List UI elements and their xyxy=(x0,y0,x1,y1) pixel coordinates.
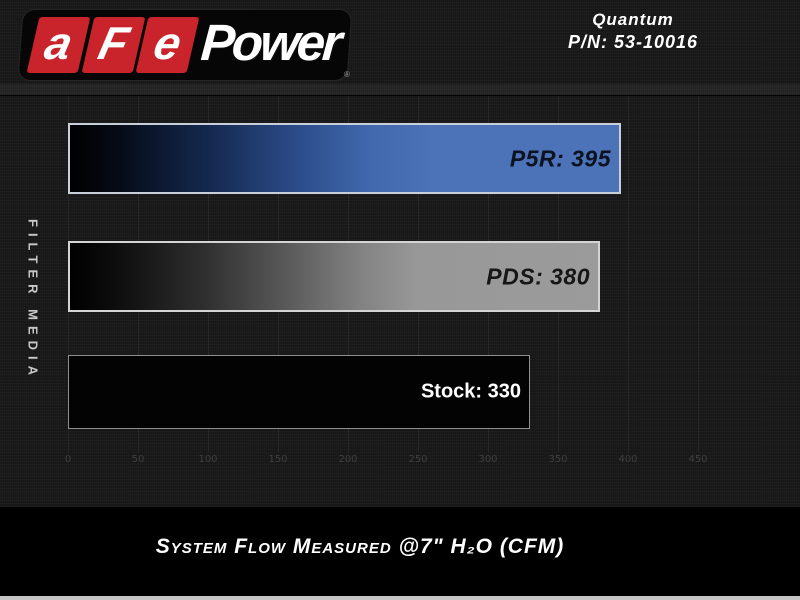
x-tick-label: 300 xyxy=(478,454,498,465)
bar-p5r: P5R: 395 xyxy=(68,123,621,194)
y-axis-label: FILTER MEDIA xyxy=(25,218,41,382)
x-tick-label: 350 xyxy=(548,454,568,465)
gridline xyxy=(698,96,699,452)
x-tick-label: 150 xyxy=(268,454,288,465)
x-tick-label: 450 xyxy=(688,454,708,465)
bar-label-pds: PDS: 380 xyxy=(486,263,590,289)
product-info: Quantum P/N: 53-10016 xyxy=(533,10,733,53)
bar-label-p5r: P5R: 395 xyxy=(509,145,611,171)
logo-tile-e: e xyxy=(135,17,200,73)
x-tick-label: 250 xyxy=(408,454,428,465)
x-tick-label: 100 xyxy=(198,454,218,465)
product-part-number: P/N: 53-10016 xyxy=(567,32,699,52)
registered-trademark-icon: ® xyxy=(344,70,350,79)
gridline xyxy=(628,96,629,452)
bottom-edge-strip xyxy=(0,596,800,600)
product-name: Quantum xyxy=(592,10,674,29)
logo-letter-a: a xyxy=(40,17,78,69)
footer-band: System Flow Measured @7" H₂O (CFM) xyxy=(0,507,800,596)
x-tick-label: 400 xyxy=(618,454,638,465)
chart-caption: System Flow Measured @7" H₂O (CFM) xyxy=(155,535,565,558)
afe-power-logo: a F e Power xyxy=(17,9,353,81)
header-divider xyxy=(0,84,800,96)
bar-label-stock: Stock: 330 xyxy=(420,380,521,403)
x-axis-ticks: 0 50 100 150 200 250 300 350 400 450 xyxy=(0,454,800,468)
logo-letter-e: e xyxy=(149,17,187,69)
x-tick-label: 0 xyxy=(64,454,72,465)
logo-tile-f: F xyxy=(81,17,145,73)
x-tick-label: 50 xyxy=(131,454,145,465)
bar-pds: PDS: 380 xyxy=(68,241,600,312)
bar-stock: Stock: 330 xyxy=(68,355,530,429)
logo-wordmark-power: Power xyxy=(199,13,342,71)
logo-letter-f: F xyxy=(93,17,134,69)
x-tick-label: 200 xyxy=(338,454,358,465)
logo-tile-a: a xyxy=(26,17,91,73)
